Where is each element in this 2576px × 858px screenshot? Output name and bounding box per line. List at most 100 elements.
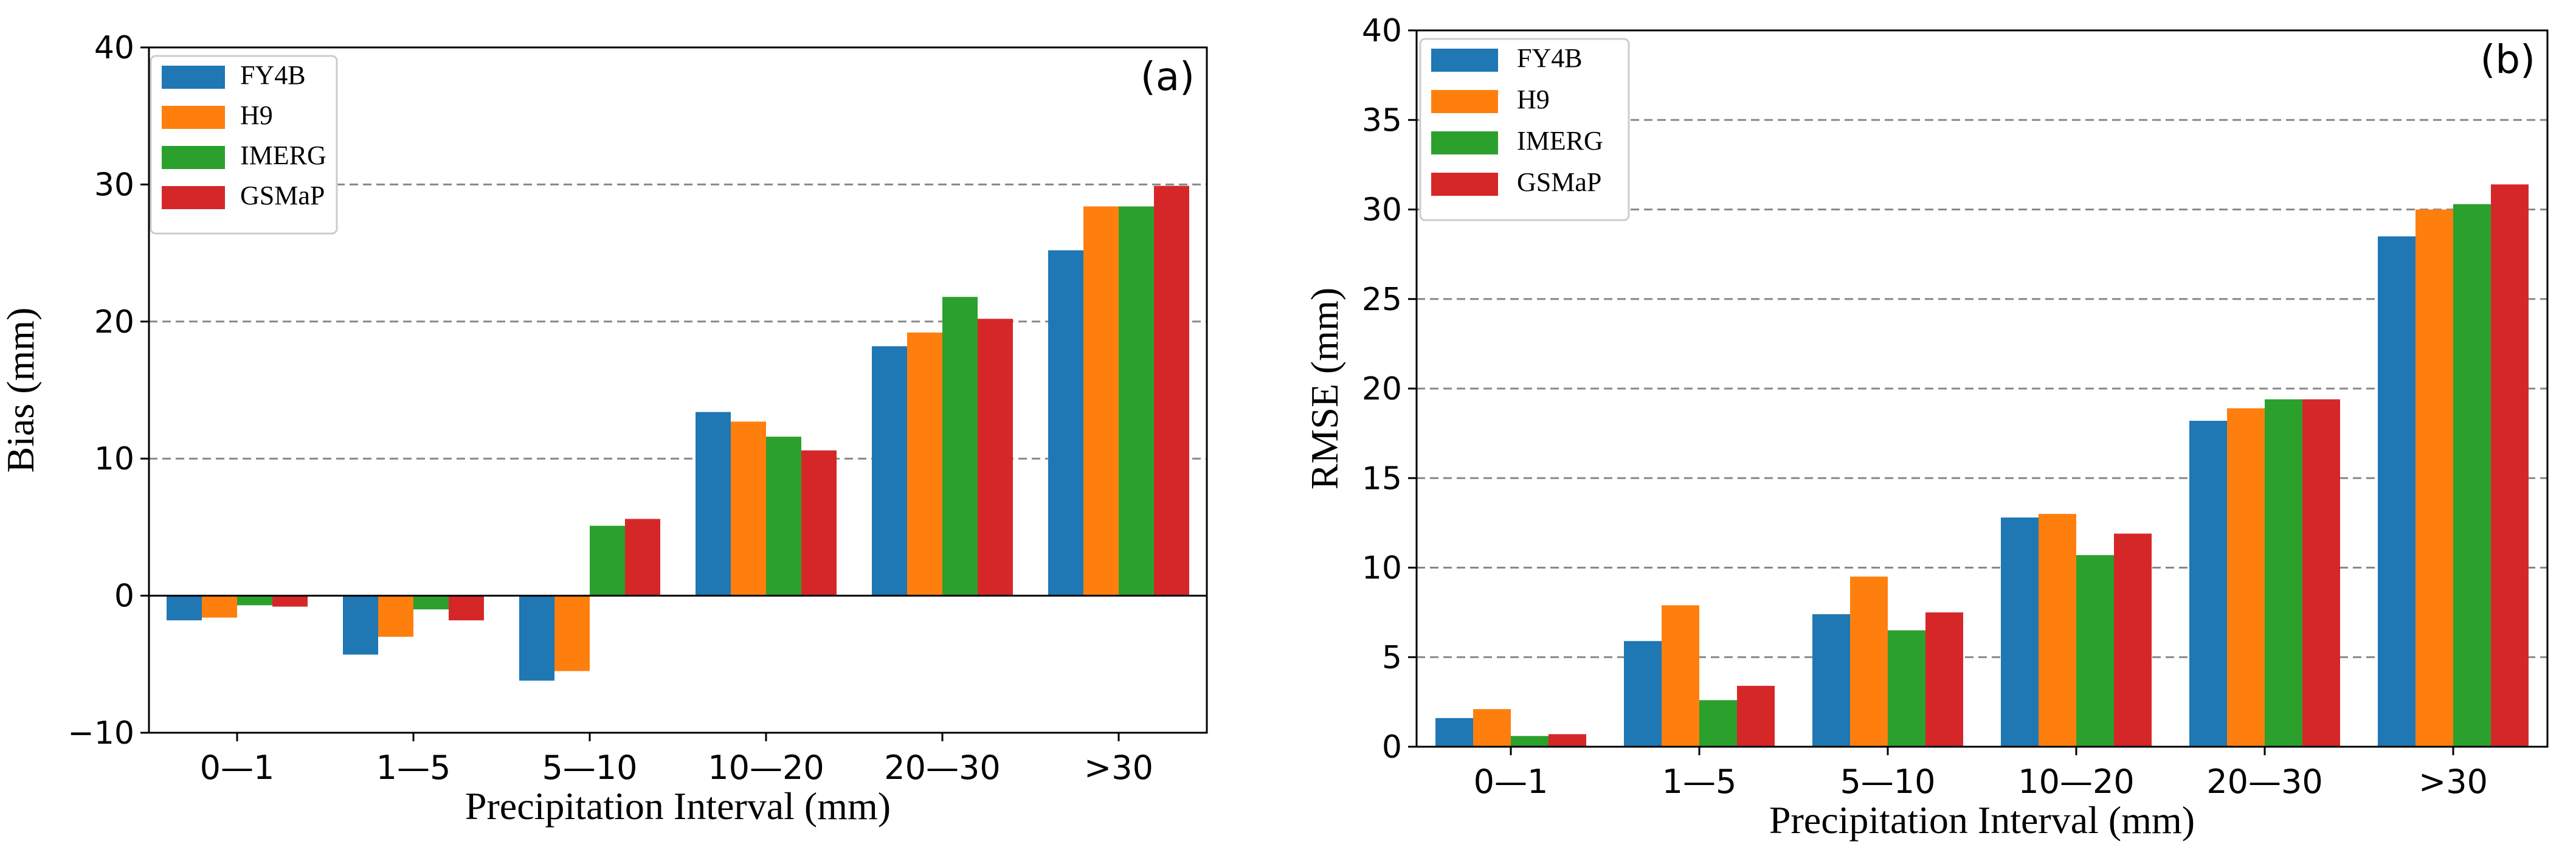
y-tick-label: 10 [1362,550,1402,587]
y-tick-label: 0 [114,578,134,615]
bar-imerg [1888,630,1925,747]
bar-fy4b [2378,236,2415,747]
bar-gsmap [801,450,837,596]
bar-gsmap [1737,685,1775,747]
plot-frame [148,46,1208,734]
bar-fy4b [2189,421,2227,747]
bar-h9 [2415,209,2453,747]
legend-label-h9: H9 [1517,85,1550,114]
legend-label-fy4b: FY4B [1517,43,1583,73]
bar-fy4b [1812,614,1850,747]
bar-gsmap [1549,734,1586,747]
y-tick-label: −10 [67,715,134,752]
bar-gsmap [1925,612,1963,747]
legend-label-imerg: IMERG [240,140,326,170]
bar-fy4b [2001,517,2039,747]
legend-label-gsmap: GSMaP [240,181,325,210]
bar-fy4b [1048,250,1083,596]
y-tick-label: 30 [94,167,134,203]
bar-h9 [1850,576,1888,747]
bar-imerg [413,595,449,610]
x-axis-label: Precipitation Interval (mm) [465,784,891,828]
bar-imerg [942,297,978,596]
bar-imerg [237,595,272,606]
bar-gsmap [272,595,308,607]
bar-gsmap [1154,185,1189,596]
bar-h9 [2227,408,2265,747]
x-tick-label: 0—1 [200,749,275,787]
legend-swatch-gsmap [162,186,225,209]
y-tick-label: 40 [94,30,134,66]
bar-imerg [2265,399,2302,747]
bar-fy4b [519,595,554,681]
y-tick-label: 15 [1362,460,1402,497]
x-tick-label: 5—10 [542,749,637,787]
x-tick-label: 1—5 [376,749,451,787]
bar-h9 [1473,709,1511,747]
y-tick-label: 40 [1362,13,1402,49]
bar-imerg [766,437,801,596]
bar-imerg [2076,555,2114,747]
bar-h9 [378,595,413,637]
bar-h9 [731,421,766,596]
bar-fy4b [1435,718,1473,747]
bar-gsmap [449,595,484,621]
x-tick-label: 1—5 [1662,763,1737,801]
x-tick-label: 20—30 [884,749,1000,787]
bar-h9 [554,595,590,671]
bar-fy4b [1624,641,1662,747]
panel-label: (b) [2480,38,2535,83]
panel-b-rmse-chart: 0 5 10 15 20 25 30 35 40 0—1 1—5 5—10 10—20 20—30 >30 P… [1303,13,2549,842]
legend-swatch-gsmap [1431,173,1498,196]
y-tick-label: 25 [1362,282,1402,318]
bar-h9 [1083,206,1119,596]
bar-imerg [590,525,625,596]
x-tick-label: 10—20 [708,749,824,787]
y-tick-label: 20 [1362,371,1402,407]
legend-swatch-fy4b [162,66,225,89]
bar-gsmap [2491,184,2529,747]
x-tick-label: 20—30 [2206,763,2322,801]
bar-imerg [2453,204,2491,747]
x-axis-label: Precipitation Interval (mm) [1769,798,2195,842]
bar-fy4b [872,346,907,596]
legend-swatch-imerg [162,146,225,169]
bar-h9 [907,332,942,596]
legend: FY4B H9 IMERG GSMaP [1419,38,1630,221]
bar-imerg [1119,206,1154,596]
legend-swatch-imerg [1431,131,1498,154]
y-tick-label: 5 [1382,640,1402,676]
y-tick-label: 10 [94,441,134,477]
x-tick-label: >30 [1084,749,1153,787]
bar-gsmap [625,519,660,596]
x-tick-label: 5—10 [1840,763,1935,801]
bar-h9 [1662,605,1699,747]
legend-label-gsmap: GSMaP [1517,167,1601,197]
bar-imerg [1511,736,1549,747]
legend-label-fy4b: FY4B [240,60,306,90]
y-tick-label: 20 [94,304,134,341]
x-tick-label: >30 [2419,763,2488,801]
y-tick-label: 30 [1362,192,1402,229]
x-tick-label: 0—1 [1474,763,1549,801]
bar-gsmap [2114,533,2152,747]
legend-label-imerg: IMERG [1517,126,1603,156]
y-tick-label: 0 [1382,729,1402,766]
legend-swatch-h9 [162,106,225,129]
bar-imerg [1699,700,1737,747]
bar-gsmap [2302,399,2340,747]
y-axis-label: Bias (mm) [0,308,42,473]
y-tick-label: 35 [1362,102,1402,139]
bar-fy4b [696,412,731,596]
legend-swatch-h9 [1431,90,1498,113]
y-axis-label: RMSE (mm) [1303,288,1346,490]
bar-h9 [202,595,237,618]
panel-a-bias-chart: −10 0 10 20 30 40 0—1 1—5 5—10 10—20 20—30 >30 Preci… [0,30,1208,828]
x-tick-label: 10—20 [2018,763,2134,801]
bar-gsmap [978,319,1013,596]
bar-fy4b [167,595,202,621]
legend-swatch-fy4b [1431,49,1498,72]
panel-label: (a) [1141,55,1195,100]
bar-h9 [2039,514,2076,747]
